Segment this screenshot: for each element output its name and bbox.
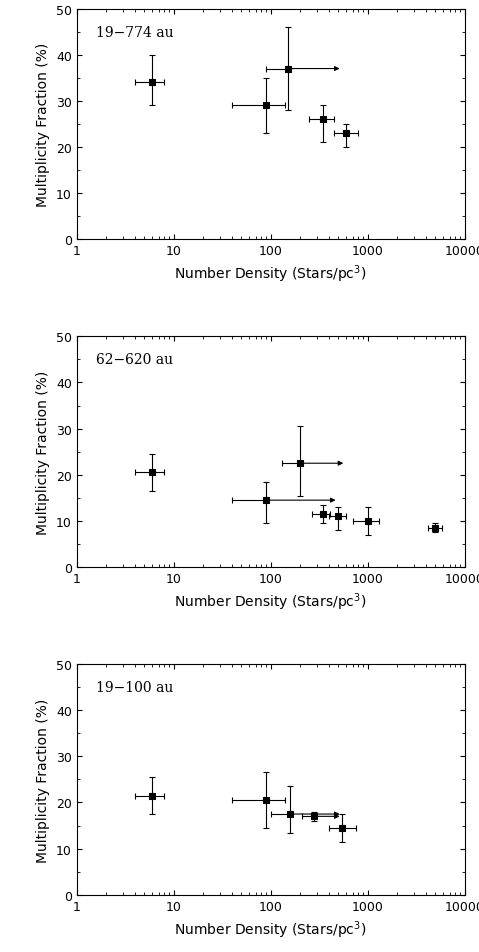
- Y-axis label: Multiplicity Fraction (%): Multiplicity Fraction (%): [36, 698, 50, 862]
- Y-axis label: Multiplicity Fraction (%): Multiplicity Fraction (%): [36, 43, 50, 207]
- Text: 19−774 au: 19−774 au: [96, 26, 174, 40]
- X-axis label: Number Density (Stars/pc$^3$): Number Density (Stars/pc$^3$): [174, 264, 367, 285]
- X-axis label: Number Density (Stars/pc$^3$): Number Density (Stars/pc$^3$): [174, 591, 367, 612]
- Text: 62−620 au: 62−620 au: [96, 353, 173, 367]
- X-axis label: Number Density (Stars/pc$^3$): Number Density (Stars/pc$^3$): [174, 919, 367, 940]
- Y-axis label: Multiplicity Fraction (%): Multiplicity Fraction (%): [36, 370, 50, 534]
- Text: 19−100 au: 19−100 au: [96, 681, 173, 694]
